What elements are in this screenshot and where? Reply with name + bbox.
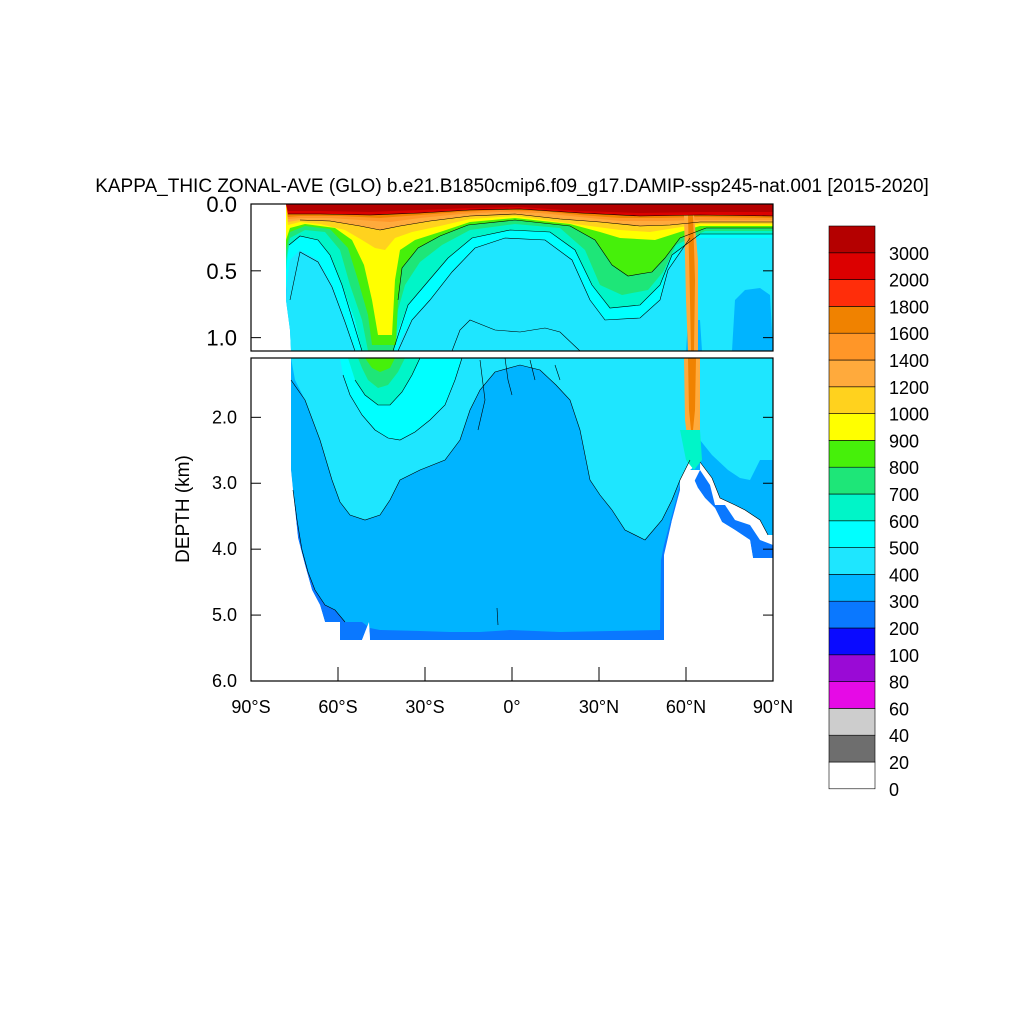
y-tick-label: 0.0 bbox=[206, 192, 237, 217]
colorbar: 3000200018001600140012001000900800700600… bbox=[828, 225, 929, 800]
colorbar-label: 800 bbox=[889, 458, 919, 478]
contour-fill-900-1000-top bbox=[286, 204, 773, 335]
y-tick-label: 2.0 bbox=[212, 407, 237, 427]
colorbar-label: 80 bbox=[889, 673, 909, 693]
colorbar-swatch bbox=[828, 386, 876, 414]
colorbar-label: 500 bbox=[889, 539, 919, 559]
colorbar-swatch bbox=[828, 734, 876, 763]
colorbar-label: 900 bbox=[889, 431, 919, 451]
colorbar-swatch bbox=[828, 520, 876, 548]
contour-fill-convection-core-top bbox=[688, 215, 695, 351]
colorbar-swatch bbox=[828, 627, 876, 656]
colorbar-swatch bbox=[828, 440, 876, 468]
colorbar-label: 1000 bbox=[889, 405, 929, 425]
contour-lines-top bbox=[288, 208, 773, 351]
colorbar-swatch bbox=[828, 761, 876, 790]
colorbar-label: 40 bbox=[889, 726, 909, 746]
colorbar-swatch bbox=[828, 225, 876, 254]
colorbar-swatch bbox=[828, 708, 876, 736]
colorbar-label: 60 bbox=[889, 699, 909, 719]
colorbar-label: 1800 bbox=[889, 297, 929, 317]
contour-fill-convection-shelf-bot bbox=[680, 430, 702, 470]
y-tick-label: 6.0 bbox=[212, 671, 237, 691]
x-tick-label: 60°S bbox=[318, 697, 357, 717]
colorbar-swatch bbox=[828, 547, 876, 575]
x-axis: 90°S 60°S 30°S 0° 30°N 60°N 90°N bbox=[231, 667, 793, 717]
colorbar-swatch bbox=[828, 466, 876, 495]
y-tick-label: 5.0 bbox=[212, 605, 237, 625]
colorbar-label: 1200 bbox=[889, 378, 929, 398]
topography-ridge bbox=[664, 470, 773, 681]
x-tick-label: 30°N bbox=[579, 697, 619, 717]
colorbar-swatch bbox=[828, 279, 876, 307]
y-tick-label: 0.5 bbox=[206, 259, 237, 284]
x-tick-label: 0° bbox=[503, 697, 520, 717]
colorbar-label: 2000 bbox=[889, 271, 929, 291]
chart-title: KAPPA_THIC ZONAL-AVE (GLO) b.e21.B1850cm… bbox=[95, 176, 929, 197]
y-tick-label: 4.0 bbox=[212, 539, 237, 559]
colorbar-swatch bbox=[828, 493, 876, 522]
colorbar-label: 600 bbox=[889, 512, 919, 532]
colorbar-label: 400 bbox=[889, 565, 919, 585]
contour-fill-800-900-bot bbox=[365, 358, 395, 372]
contour-fill-above-3000-top bbox=[286, 204, 773, 213]
y-tick-label: 1.0 bbox=[206, 326, 237, 351]
colorbar-swatch bbox=[828, 413, 876, 441]
contour-fill-arctic-300-400-top bbox=[732, 288, 773, 351]
upper-panel-frame bbox=[250, 203, 774, 352]
colorbar-label: 3000 bbox=[889, 244, 929, 264]
colorbar-swatch bbox=[828, 306, 876, 334]
y-axis-lower: 2.0 3.0 4.0 5.0 6.0 bbox=[212, 407, 773, 691]
colorbar-swatch bbox=[828, 252, 876, 280]
x-tick-label: 60°N bbox=[666, 697, 706, 717]
topography-southern-bottom bbox=[251, 358, 664, 681]
colorbar-label: 1400 bbox=[889, 351, 929, 371]
contour-fill-700-800-bot bbox=[358, 358, 405, 388]
colorbar-label: 300 bbox=[889, 592, 919, 612]
colorbar-label: 20 bbox=[889, 753, 909, 773]
contour-lines-bottom bbox=[290, 358, 769, 626]
colorbar-swatch bbox=[828, 654, 876, 682]
colorbar-swatch bbox=[828, 574, 876, 602]
x-tick-label: 30°S bbox=[405, 697, 444, 717]
colorbar-label: 1600 bbox=[889, 324, 929, 344]
x-tick-label: 90°S bbox=[231, 697, 270, 717]
contour-fill-convection-core-bot bbox=[688, 358, 696, 440]
y-axis-label: DEPTH (km) bbox=[173, 455, 194, 563]
lower-panel-plot bbox=[251, 358, 773, 681]
colorbar-swatch bbox=[828, 332, 876, 361]
colorbar-label: 700 bbox=[889, 485, 919, 505]
colorbar-label: 0 bbox=[889, 780, 899, 800]
colorbar-label: 200 bbox=[889, 619, 919, 639]
colorbar-swatch bbox=[828, 359, 876, 388]
y-axis-upper: 0.0 0.5 1.0 bbox=[206, 192, 773, 351]
upper-panel-plot bbox=[251, 204, 773, 351]
y-tick-label: 3.0 bbox=[212, 473, 237, 493]
colorbar-swatch bbox=[828, 681, 876, 709]
x-tick-label: 90°N bbox=[753, 697, 793, 717]
colorbar-label: 100 bbox=[889, 646, 919, 666]
colorbar-swatch bbox=[828, 600, 876, 629]
